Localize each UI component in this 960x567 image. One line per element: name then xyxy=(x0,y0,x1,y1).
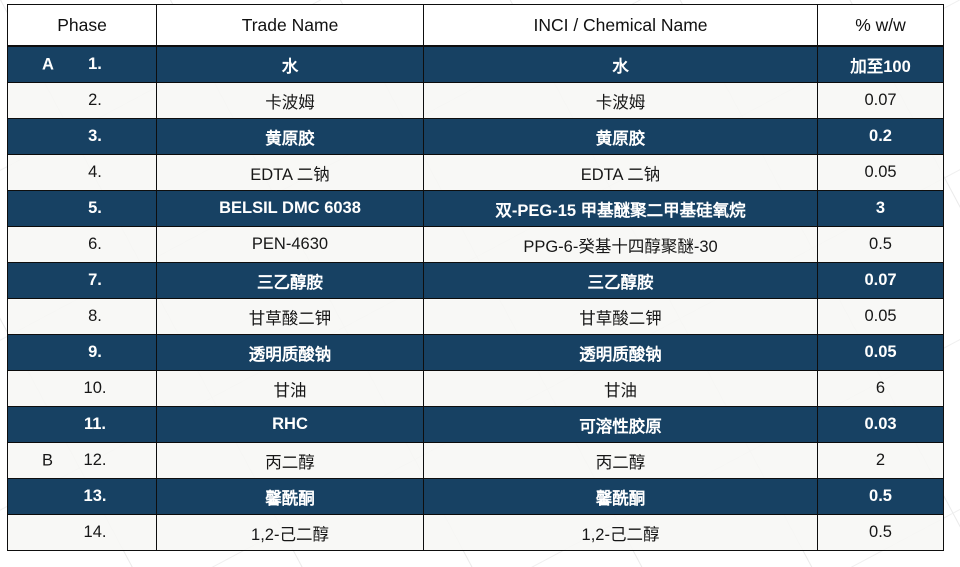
cell-trade-name: EDTA 二钠 xyxy=(156,154,424,191)
cell-inci-name: PPG-6-癸基十四醇聚醚-30 xyxy=(423,226,818,263)
cell-phase: 5. xyxy=(7,190,157,227)
cell-trade-name: BELSIL DMC 6038 xyxy=(156,190,424,227)
cell-percent: 0.07 xyxy=(817,262,944,299)
cell-trade-name: 1,2-己二醇 xyxy=(156,514,424,551)
phase-number: 9. xyxy=(88,343,102,361)
cell-inci-name: 馨酰酮 xyxy=(423,478,818,515)
table-row: 13. 馨酰酮 馨酰酮 0.5 xyxy=(7,478,944,515)
cell-trade-name: 水 xyxy=(156,45,424,83)
cell-phase: 11. xyxy=(7,406,157,443)
column-header-inci-chemical-name: INCI / Chemical Name xyxy=(423,4,818,47)
cell-percent: 0.2 xyxy=(817,118,944,155)
phase-number: 8. xyxy=(88,307,102,325)
cell-trade-name: 透明质酸钠 xyxy=(156,334,424,371)
cell-trade-name: 馨酰酮 xyxy=(156,478,424,515)
cell-percent: 3 xyxy=(817,190,944,227)
cell-phase: 9. xyxy=(7,334,157,371)
table-row: 10. 甘油 甘油 6 xyxy=(7,370,944,407)
table-row: 2. 卡波姆 卡波姆 0.07 xyxy=(7,82,944,119)
cell-inci-name: 甘草酸二钾 xyxy=(423,298,818,335)
table-row: 5. BELSIL DMC 6038 双-PEG-15 甲基醚聚二甲基硅氧烷 3 xyxy=(7,190,944,227)
cell-inci-name: 黄原胶 xyxy=(423,118,818,155)
cell-phase: 4. xyxy=(7,154,157,191)
cell-percent: 2 xyxy=(817,442,944,479)
formulation-table-container: Phase Trade Name INCI / Chemical Name % … xyxy=(7,4,944,551)
cell-phase: 13. xyxy=(7,478,157,515)
cell-phase: 7. xyxy=(7,262,157,299)
phase-number: 1. xyxy=(88,55,102,73)
table-row: B 12. 丙二醇 丙二醇 2 xyxy=(7,442,944,479)
phase-number: 4. xyxy=(88,163,102,181)
cell-trade-name: RHC xyxy=(156,406,424,443)
phase-number: 11. xyxy=(83,415,107,433)
column-header-trade-name: Trade Name xyxy=(156,4,424,47)
table-header-row: Phase Trade Name INCI / Chemical Name % … xyxy=(7,4,944,47)
table-row: 9. 透明质酸钠 透明质酸钠 0.05 xyxy=(7,334,944,371)
cell-inci-name: 丙二醇 xyxy=(423,442,818,479)
cell-inci-name: 透明质酸钠 xyxy=(423,334,818,371)
cell-trade-name: 三乙醇胺 xyxy=(156,262,424,299)
phase-number: 3. xyxy=(88,127,102,145)
cell-trade-name: 卡波姆 xyxy=(156,82,424,119)
table-row: 4. EDTA 二钠 EDTA 二钠 0.05 xyxy=(7,154,944,191)
cell-inci-name: 可溶性胶原 xyxy=(423,406,818,443)
cell-percent: 0.5 xyxy=(817,478,944,515)
cell-phase: B 12. xyxy=(7,442,157,479)
cell-inci-name: 卡波姆 xyxy=(423,82,818,119)
phase-number: 12. xyxy=(83,451,107,469)
table-row: 6. PEN-4630 PPG-6-癸基十四醇聚醚-30 0.5 xyxy=(7,226,944,263)
table-row: 11. RHC 可溶性胶原 0.03 xyxy=(7,406,944,443)
cell-percent: 加至100 xyxy=(817,45,944,83)
phase-number: 13. xyxy=(83,487,107,505)
phase-number: 2. xyxy=(88,91,102,109)
table-row: 3. 黄原胶 黄原胶 0.2 xyxy=(7,118,944,155)
phase-number: 10. xyxy=(83,379,107,397)
cell-trade-name: 甘油 xyxy=(156,370,424,407)
cell-phase: 2. xyxy=(7,82,157,119)
cell-inci-name: 三乙醇胺 xyxy=(423,262,818,299)
cell-percent: 0.03 xyxy=(817,406,944,443)
cell-phase: A 1. xyxy=(7,45,157,83)
cell-inci-name: EDTA 二钠 xyxy=(423,154,818,191)
cell-phase: 8. xyxy=(7,298,157,335)
cell-phase: 14. xyxy=(7,514,157,551)
cell-inci-name: 1,2-己二醇 xyxy=(423,514,818,551)
table-row: 8. 甘草酸二钾 甘草酸二钾 0.05 xyxy=(7,298,944,335)
cell-inci-name: 水 xyxy=(423,45,818,83)
phase-number: 5. xyxy=(88,199,102,217)
cell-phase: 6. xyxy=(7,226,157,263)
cell-trade-name: 丙二醇 xyxy=(156,442,424,479)
column-header-percent-ww: % w/w xyxy=(817,4,944,47)
phase-letter: A xyxy=(42,55,54,73)
cell-phase: 3. xyxy=(7,118,157,155)
cell-phase: 10. xyxy=(7,370,157,407)
cell-trade-name: 甘草酸二钾 xyxy=(156,298,424,335)
formulation-table: Phase Trade Name INCI / Chemical Name % … xyxy=(7,4,944,551)
phase-number: 7. xyxy=(88,271,102,289)
column-header-phase: Phase xyxy=(7,4,157,47)
cell-percent: 0.05 xyxy=(817,154,944,191)
phase-letter: B xyxy=(42,451,54,469)
table-row: A 1. 水 水 加至100 xyxy=(7,45,944,83)
phase-number: 6. xyxy=(88,235,102,253)
cell-percent: 0.05 xyxy=(817,334,944,371)
cell-percent: 6 xyxy=(817,370,944,407)
table-row: 14. 1,2-己二醇 1,2-己二醇 0.5 xyxy=(7,514,944,551)
cell-inci-name: 双-PEG-15 甲基醚聚二甲基硅氧烷 xyxy=(423,190,818,227)
cell-trade-name: 黄原胶 xyxy=(156,118,424,155)
table-row: 7. 三乙醇胺 三乙醇胺 0.07 xyxy=(7,262,944,299)
cell-trade-name: PEN-4630 xyxy=(156,226,424,263)
cell-percent: 0.07 xyxy=(817,82,944,119)
cell-percent: 0.05 xyxy=(817,298,944,335)
cell-percent: 0.5 xyxy=(817,226,944,263)
cell-inci-name: 甘油 xyxy=(423,370,818,407)
phase-number: 14. xyxy=(83,523,107,541)
cell-percent: 0.5 xyxy=(817,514,944,551)
